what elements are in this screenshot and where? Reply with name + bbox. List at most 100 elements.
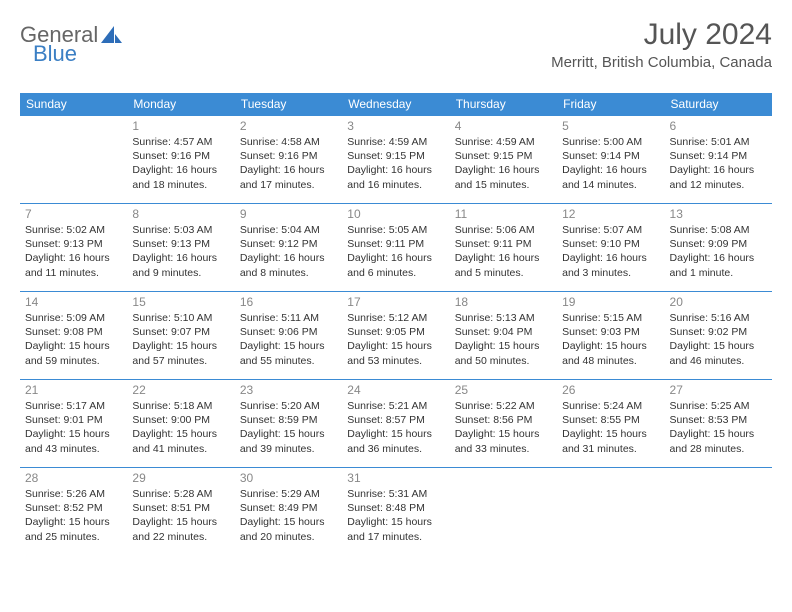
daylight-line: Daylight: 16 hours and 1 minute. [670,251,767,279]
daylight-line: Daylight: 15 hours and 17 minutes. [347,515,444,543]
daylight-line: Daylight: 15 hours and 55 minutes. [240,339,337,367]
calendar-day-cell: 4Sunrise: 4:59 AMSunset: 9:15 PMDaylight… [450,116,557,204]
sunset-line: Sunset: 9:15 PM [347,149,444,163]
calendar-day-cell: 10Sunrise: 5:05 AMSunset: 9:11 PMDayligh… [342,204,449,292]
sunrise-line: Sunrise: 5:17 AM [25,399,122,413]
calendar-day-cell: 13Sunrise: 5:08 AMSunset: 9:09 PMDayligh… [665,204,772,292]
daylight-line: Daylight: 16 hours and 15 minutes. [455,163,552,191]
calendar-day-cell [557,468,664,556]
sunset-line: Sunset: 8:55 PM [562,413,659,427]
daylight-line: Daylight: 15 hours and 31 minutes. [562,427,659,455]
sunset-line: Sunset: 8:59 PM [240,413,337,427]
day-number: 15 [132,295,229,309]
sunrise-line: Sunrise: 5:20 AM [240,399,337,413]
weekday-header: Monday [127,93,234,116]
day-number: 24 [347,383,444,397]
daylight-line: Daylight: 15 hours and 36 minutes. [347,427,444,455]
day-number: 14 [25,295,122,309]
sunset-line: Sunset: 9:09 PM [670,237,767,251]
sunrise-line: Sunrise: 5:05 AM [347,223,444,237]
calendar-day-cell: 27Sunrise: 5:25 AMSunset: 8:53 PMDayligh… [665,380,772,468]
daylight-line: Daylight: 15 hours and 33 minutes. [455,427,552,455]
calendar-day-cell: 8Sunrise: 5:03 AMSunset: 9:13 PMDaylight… [127,204,234,292]
daylight-line: Daylight: 16 hours and 12 minutes. [670,163,767,191]
sunrise-line: Sunrise: 5:31 AM [347,487,444,501]
day-number: 28 [25,471,122,485]
daylight-line: Daylight: 16 hours and 17 minutes. [240,163,337,191]
calendar-week-row: 7Sunrise: 5:02 AMSunset: 9:13 PMDaylight… [20,204,772,292]
weekday-header: Saturday [665,93,772,116]
sunset-line: Sunset: 9:12 PM [240,237,337,251]
sunset-line: Sunset: 8:56 PM [455,413,552,427]
day-number: 18 [455,295,552,309]
day-number: 10 [347,207,444,221]
day-number: 16 [240,295,337,309]
sunset-line: Sunset: 9:08 PM [25,325,122,339]
sunrise-line: Sunrise: 5:00 AM [562,135,659,149]
weekday-header: Tuesday [235,93,342,116]
daylight-line: Daylight: 16 hours and 8 minutes. [240,251,337,279]
day-number: 30 [240,471,337,485]
day-number: 7 [25,207,122,221]
calendar-day-cell: 15Sunrise: 5:10 AMSunset: 9:07 PMDayligh… [127,292,234,380]
daylight-line: Daylight: 15 hours and 41 minutes. [132,427,229,455]
day-number: 6 [670,119,767,133]
sunset-line: Sunset: 9:11 PM [347,237,444,251]
sunrise-line: Sunrise: 5:21 AM [347,399,444,413]
calendar-day-cell: 24Sunrise: 5:21 AMSunset: 8:57 PMDayligh… [342,380,449,468]
sunrise-line: Sunrise: 5:22 AM [455,399,552,413]
sunrise-line: Sunrise: 5:28 AM [132,487,229,501]
sunrise-line: Sunrise: 4:59 AM [347,135,444,149]
sunrise-line: Sunrise: 5:09 AM [25,311,122,325]
calendar-day-cell: 14 Sunrise: 5:09 AMSunset: 9:08 PMDayligh… [20,292,127,380]
daylight-line: Daylight: 15 hours and 46 minutes. [670,339,767,367]
weekday-header-row: SundayMondayTuesdayWednesdayThursdayFrid… [20,93,772,116]
daylight-line: Daylight: 15 hours and 22 minutes. [132,515,229,543]
day-number: 22 [132,383,229,397]
calendar-day-cell [20,116,127,204]
sunset-line: Sunset: 8:52 PM [25,501,122,515]
daylight-line: Daylight: 15 hours and 59 minutes. [25,339,122,367]
sunset-line: Sunset: 9:15 PM [455,149,552,163]
sunset-line: Sunset: 8:51 PM [132,501,229,515]
calendar-day-cell: 28Sunrise: 5:26 AMSunset: 8:52 PMDayligh… [20,468,127,556]
calendar-day-cell: 9 Sunrise: 5:04 AMSunset: 9:12 PMDaylight… [235,204,342,292]
daylight-line: Daylight: 15 hours and 48 minutes. [562,339,659,367]
calendar-day-cell [665,468,772,556]
calendar-day-cell: 22Sunrise: 5:18 AMSunset: 9:00 PMDayligh… [127,380,234,468]
sunrise-line: Sunrise: 4:58 AM [240,135,337,149]
calendar-day-cell: 26Sunrise: 5:24 AMSunset: 8:55 PMDayligh… [557,380,664,468]
calendar-day-cell: 20Sunrise: 5:16 AMSunset: 9:02 PMDayligh… [665,292,772,380]
sunset-line: Sunset: 9:13 PM [132,237,229,251]
day-number: 9 [240,207,337,221]
sunrise-line: Sunrise: 5:01 AM [670,135,767,149]
daylight-line: Daylight: 16 hours and 11 minutes. [25,251,122,279]
sunset-line: Sunset: 8:53 PM [670,413,767,427]
sunrise-line: Sunrise: 5:11 AM [240,311,337,325]
daylight-line: Daylight: 16 hours and 3 minutes. [562,251,659,279]
calendar-day-cell: 2Sunrise: 4:58 AMSunset: 9:16 PMDaylight… [235,116,342,204]
sunrise-line: Sunrise: 5:15 AM [562,311,659,325]
sunrise-line: Sunrise: 5:29 AM [240,487,337,501]
calendar-week-row: 21Sunrise: 5:17 AMSunset: 9:01 PMDayligh… [20,380,772,468]
calendar-day-cell: 5Sunrise: 5:00 AMSunset: 9:14 PMDaylight… [557,116,664,204]
calendar-day-cell: 6Sunrise: 5:01 AMSunset: 9:14 PMDaylight… [665,116,772,204]
sunset-line: Sunset: 9:13 PM [25,237,122,251]
sunrise-line: Sunrise: 5:04 AM [240,223,337,237]
sunrise-line: Sunrise: 5:13 AM [455,311,552,325]
day-number: 25 [455,383,552,397]
daylight-line: Daylight: 16 hours and 18 minutes. [132,163,229,191]
day-number: 8 [132,207,229,221]
sunset-line: Sunset: 9:14 PM [562,149,659,163]
calendar-day-cell: 31Sunrise: 5:31 AMSunset: 8:48 PMDayligh… [342,468,449,556]
day-number: 19 [562,295,659,309]
sunrise-line: Sunrise: 5:10 AM [132,311,229,325]
calendar-day-cell: 29Sunrise: 5:28 AMSunset: 8:51 PMDayligh… [127,468,234,556]
day-number: 27 [670,383,767,397]
weekday-header: Wednesday [342,93,449,116]
calendar-day-cell [450,468,557,556]
sunrise-line: Sunrise: 5:25 AM [670,399,767,413]
daylight-line: Daylight: 16 hours and 5 minutes. [455,251,552,279]
calendar-day-cell: 18Sunrise: 5:13 AMSunset: 9:04 PMDayligh… [450,292,557,380]
day-number: 20 [670,295,767,309]
